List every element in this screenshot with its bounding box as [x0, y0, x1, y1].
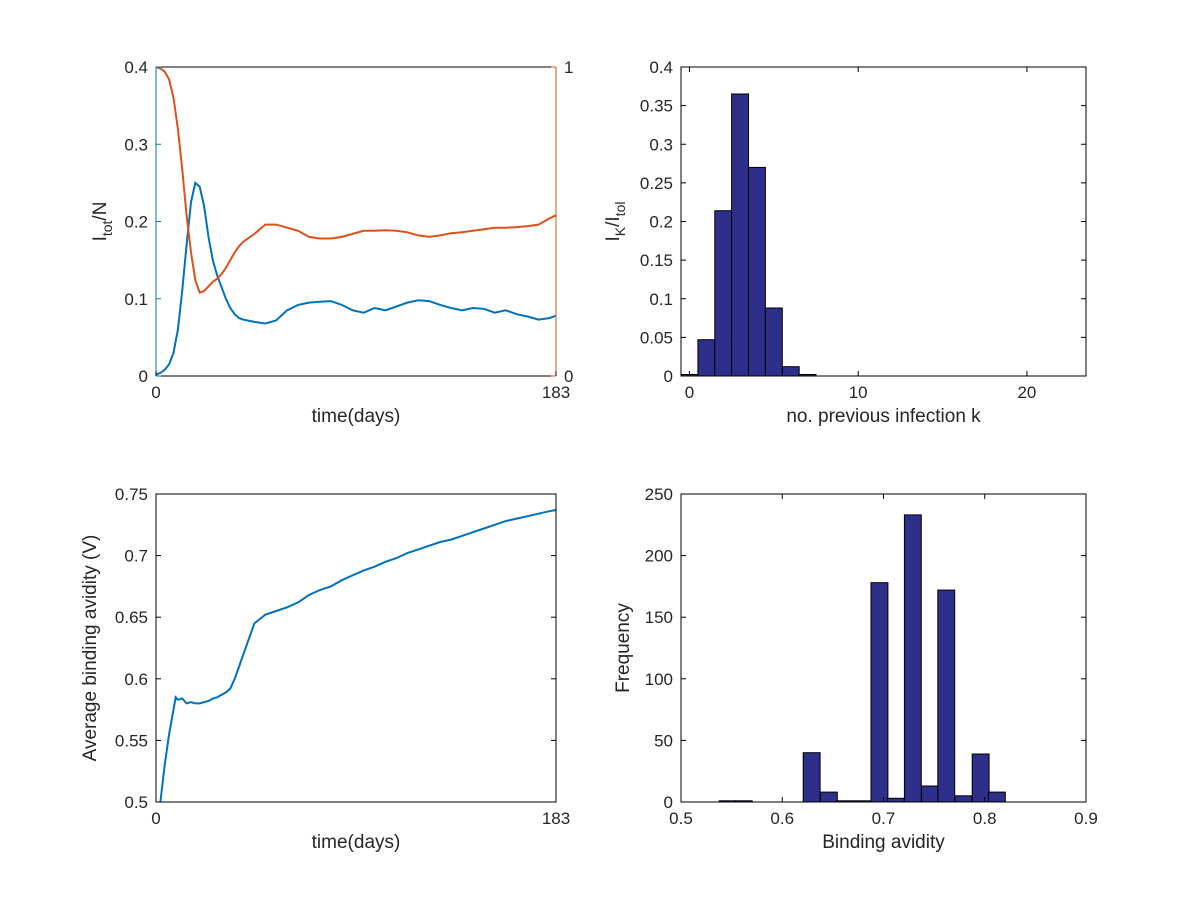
x-axis-label: Binding avidity [822, 832, 945, 853]
y-tick-label: 0.05 [640, 328, 673, 347]
panel-binding-avidity-over-time: 0.5 0.55 0.6 0.65 0.7 0.75 0 183 time(days) Avera… [80, 485, 570, 853]
bar [954, 795, 973, 803]
bar [921, 785, 939, 803]
x-tick-label: 183 [542, 809, 570, 828]
x-tick-label: 0.5 [669, 809, 693, 828]
y-tick-label: 0.6 [124, 670, 148, 689]
y-tick-label: 0.4 [649, 58, 673, 77]
y-tick-label: 0.65 [115, 608, 148, 627]
y-tick-label: 200 [645, 547, 673, 566]
y-tick-label: 0.5 [124, 793, 148, 812]
bar [731, 93, 749, 377]
y-tick-label: 0.3 [649, 135, 673, 154]
y-tick-label: 0.35 [640, 97, 673, 116]
bar [697, 339, 716, 377]
bar [903, 514, 922, 803]
y-tick-label: 150 [645, 608, 673, 627]
series-line [159, 509, 557, 803]
x-tick-label: 0.9 [1074, 809, 1098, 828]
y-axis-label: Average binding avidity (V) [80, 535, 101, 762]
y-tick-label-left: 0.2 [124, 213, 148, 232]
x-tick-label: 0.7 [872, 809, 896, 828]
y-tick-label: 0.7 [124, 547, 148, 566]
x-tick-label: 0.8 [973, 809, 997, 828]
y-tick-label: 100 [645, 670, 673, 689]
bar [870, 582, 889, 803]
x-axis-label: time(days) [312, 832, 401, 853]
bar [937, 589, 956, 803]
x-tick-label: 0 [151, 809, 160, 828]
y-tick-label-right: 1 [564, 58, 573, 77]
y-tick-label: 0 [664, 367, 673, 386]
y-tick-label: 0.25 [640, 174, 673, 193]
bar [886, 797, 905, 803]
y-tick-label: 0.55 [115, 731, 148, 750]
y-tick-label-left: 0.3 [124, 135, 148, 154]
x-tick-label: 20 [1017, 383, 1036, 402]
panel-binding-avidity-histogram: 0 50 100 150 200 250 0.5 0.6 0.7 0.8 0.9 Binding av… [613, 485, 1098, 853]
axis-frame [155, 493, 557, 803]
y-tick-label: 0.2 [649, 213, 673, 232]
y-tick-label: 250 [645, 485, 673, 504]
bar [714, 210, 733, 377]
y-axis-label: IK/Itol [603, 202, 628, 242]
y-tick-label-left: 0 [139, 367, 148, 386]
y-tick-label: 0 [664, 793, 673, 812]
y-tick-label-left: 0.4 [124, 58, 148, 77]
x-axis-label: time(days) [312, 406, 401, 427]
y-tick-label-left: 0.1 [124, 290, 148, 309]
bar [987, 791, 1006, 803]
bar [748, 166, 766, 377]
y-tick-label-right: 0 [564, 367, 573, 386]
x-axis-label: no. previous infection k [786, 406, 981, 427]
series-line-left [155, 181, 557, 376]
y-axis-label: Frequency [613, 603, 634, 693]
x-tick-label: 0.6 [770, 809, 794, 828]
x-tick-label: 10 [849, 383, 868, 402]
bar [971, 753, 990, 803]
x-tick-label: 183 [542, 383, 570, 402]
panel-previous-infection-histogram: 0 0.05 0.1 0.15 0.2 0.25 0.3 0.35 0.4 0 10 20 no. pr… [603, 58, 1087, 427]
series-line-right [155, 66, 557, 294]
y-tick-label: 50 [654, 731, 673, 750]
x-tick-label: 0 [151, 383, 160, 402]
y-tick-label: 0.75 [115, 485, 148, 504]
x-tick-label: 0 [685, 383, 694, 402]
bar [764, 307, 783, 377]
y-axis-label: Itot/N [90, 202, 115, 242]
bar [781, 366, 800, 377]
bar [819, 791, 838, 803]
bar [802, 752, 821, 803]
y-tick-label: 0.1 [649, 290, 673, 309]
y-tick-label: 0.15 [640, 251, 673, 270]
